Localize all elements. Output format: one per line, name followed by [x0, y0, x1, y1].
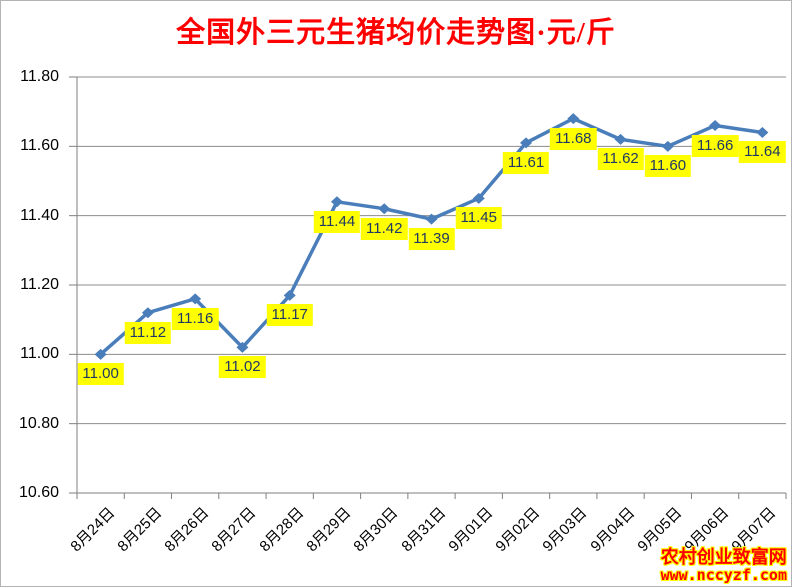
data-label: 11.66: [691, 134, 739, 157]
data-point-marker: [94, 348, 107, 360]
data-point-marker: [614, 133, 627, 145]
data-point-marker: [189, 293, 202, 305]
watermark-site-name: 农村创业致富网: [660, 547, 787, 567]
chart-title: 全国外三元生猪均价走势图·元/斤: [176, 17, 616, 49]
data-point-marker: [141, 307, 154, 319]
data-point-marker: [330, 196, 343, 208]
data-label: 11.39: [408, 228, 455, 251]
data-point-marker: [709, 120, 722, 132]
data-label: 11.12: [124, 321, 172, 344]
data-label: 11.64: [739, 141, 786, 164]
y-axis-label: 11.60: [20, 137, 59, 155]
y-axis-label: 11.20: [20, 276, 59, 293]
y-axis-label: 10.60: [18, 484, 59, 501]
data-label: 11.61: [502, 151, 550, 174]
data-label: 11.02: [219, 356, 266, 379]
data-point-marker: [425, 213, 438, 225]
data-point-marker: [661, 140, 674, 152]
watermark-url: www.nccyzf.com: [660, 566, 787, 584]
y-axis-label: 11.00: [20, 345, 59, 363]
data-point-marker: [472, 192, 485, 204]
data-label: 11.62: [597, 148, 644, 171]
data-label: 11.17: [266, 304, 313, 327]
data-point-marker: [378, 203, 391, 215]
y-axis-label: 10.80: [18, 414, 59, 432]
data-point-marker: [567, 113, 580, 125]
data-point-marker: [756, 126, 769, 138]
y-axis-label: 11.80: [20, 68, 59, 85]
data-point-marker: [520, 137, 533, 149]
data-label: 11.45: [455, 207, 502, 230]
data-label: 11.42: [361, 217, 408, 240]
data-label: 11.00: [77, 363, 124, 386]
data-point-marker: [283, 289, 296, 301]
y-axis-label: 11.40: [20, 206, 59, 224]
data-label: 11.44: [313, 210, 361, 233]
watermark: 农村创业致富网 www.nccyzf.com: [661, 548, 787, 584]
data-label: 11.68: [550, 127, 597, 150]
data-point-marker: [236, 341, 249, 353]
data-label: 11.60: [644, 155, 692, 178]
data-label: 11.16: [171, 307, 219, 330]
